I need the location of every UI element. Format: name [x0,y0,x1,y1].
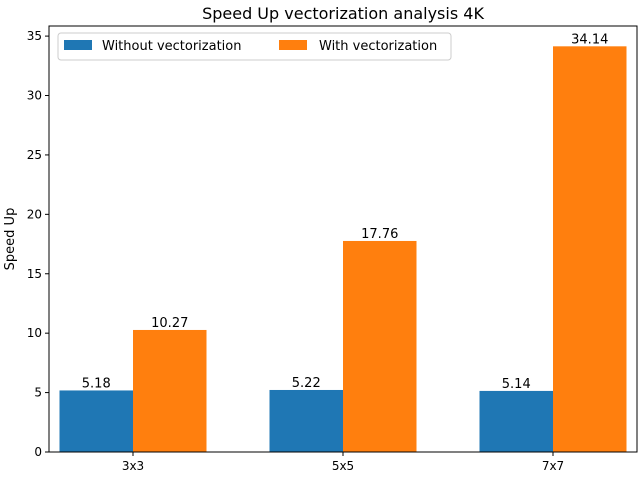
bar-5x5-series-2 [343,240,417,452]
plot-frame [48,25,638,453]
bar-3x3-series-1 [59,390,133,452]
bar-7x7-series-2 [553,46,627,452]
legend-swatch [279,40,307,50]
x-tick-label: 5x5 [332,459,354,473]
bars-layer [59,46,627,452]
legend-box [57,32,452,61]
y-tick-label: 15 [27,267,42,281]
legend-label: Without vectorization [102,39,241,54]
bar-7x7-series-1 [479,390,553,452]
x-tick-label: 3x3 [122,459,144,473]
chart-title: Speed Up vectorization analysis 4K [202,4,484,23]
y-axis-label: Speed Up [3,208,18,271]
legend-label: With vectorization [319,39,437,54]
y-tick-label: 25 [27,148,42,162]
y-tick-label: 20 [27,207,42,221]
bar-5x5-series-1 [269,389,343,452]
bar-value-label: 34.14 [571,32,608,47]
y-tick-label: 5 [34,386,42,400]
bar-labels-layer: 5.18 10.27 5.22 17.76 5.14 34.14 [82,32,609,392]
y-tick-label: 0 [34,445,42,459]
legend: Without vectorization With vectorization [57,32,452,61]
bar-value-label: 5.22 [292,376,321,391]
bar-value-label: 17.76 [361,227,398,242]
y-tick-label: 10 [27,326,42,340]
x-axis: 3x3 5x5 7x7 [122,452,564,473]
y-tick-label: 35 [27,29,42,43]
legend-swatch [64,40,92,50]
bar-3x3-series-2 [133,329,207,452]
bar-value-label: 10.27 [151,316,188,331]
y-tick-label: 30 [27,89,42,103]
bar-value-label: 5.14 [502,377,531,392]
bar-value-label: 5.18 [82,376,111,391]
y-axis: 0 5 10 15 20 25 30 35 [27,29,49,459]
x-tick-label: 7x7 [542,459,564,473]
